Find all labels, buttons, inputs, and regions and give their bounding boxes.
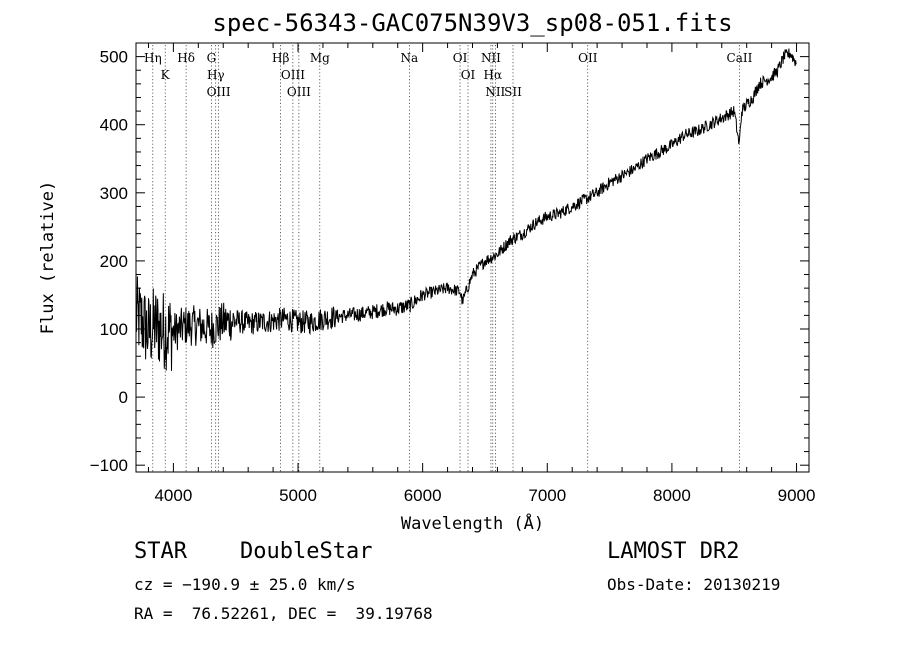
y-tick-label: 200 xyxy=(100,252,128,271)
y-tick-label: 100 xyxy=(100,320,128,339)
x-tick-label: 6000 xyxy=(404,486,442,505)
obs-date-readout: Obs-Date: 20130219 xyxy=(607,575,781,594)
line-marker-label: G xyxy=(207,51,217,65)
line-marker-label: Mg xyxy=(310,51,330,65)
object-subclass-label: DoubleStar xyxy=(240,539,373,564)
plot-frame xyxy=(135,42,810,473)
line-marker-label: NII xyxy=(485,85,505,99)
redshift-readout: cz = −190.9 ± 25.0 km/s xyxy=(134,575,356,594)
line-marker-label: OI xyxy=(453,51,468,65)
x-tick-label: 9000 xyxy=(778,486,816,505)
line-marker-label: Hβ xyxy=(272,51,289,65)
line-marker-label: OII xyxy=(578,51,598,65)
line-marker-label: K xyxy=(161,68,171,82)
y-tick-label: 0 xyxy=(119,388,128,407)
coordinates-readout: RA = 76.52261, DEC = 39.19768 xyxy=(134,604,433,623)
x-axis-label: Wavelength (Å) xyxy=(401,512,544,534)
line-marker-label: NII xyxy=(481,51,501,65)
survey-label: LAMOST DR2 xyxy=(607,539,740,564)
line-marker-label: Hη xyxy=(144,51,162,65)
line-marker-label: CaII xyxy=(727,51,753,65)
line-marker-label: OI xyxy=(461,68,476,82)
line-marker-label: OIII xyxy=(287,85,311,99)
x-tick-label: 4000 xyxy=(154,486,192,505)
y-tick-label: −100 xyxy=(90,456,128,475)
y-tick-label: 400 xyxy=(100,116,128,135)
line-marker-label: Hα xyxy=(484,68,503,82)
line-marker-label: SII xyxy=(504,85,522,99)
x-tick-label: 8000 xyxy=(653,486,691,505)
line-marker-label: OIII xyxy=(207,85,231,99)
chart-title: spec-56343-GAC075N39V3_sp08-051.fits xyxy=(212,9,732,37)
object-class-label: STAR xyxy=(134,539,187,564)
line-marker-label: Hγ xyxy=(207,68,225,82)
line-marker-label: Na xyxy=(400,51,418,65)
line-marker-label: Hδ xyxy=(177,51,195,65)
spectrum-line xyxy=(135,48,797,371)
y-tick-label: 300 xyxy=(100,184,128,203)
x-tick-label: 7000 xyxy=(528,486,566,505)
y-axis-label: Flux (relative) xyxy=(38,181,58,335)
x-tick-label: 5000 xyxy=(279,486,317,505)
y-tick-label: 500 xyxy=(100,48,128,67)
line-marker-label: OIII xyxy=(281,68,305,82)
